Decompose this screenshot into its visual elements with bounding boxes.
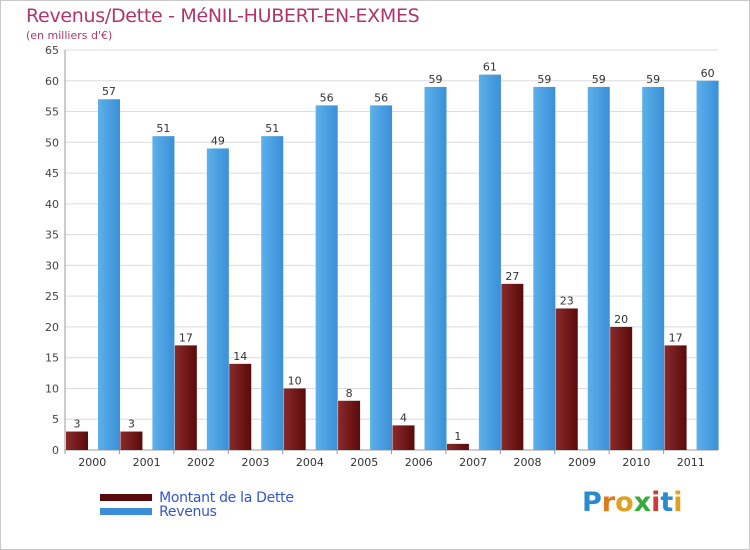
bar-dette xyxy=(392,425,415,450)
logo-letter: i xyxy=(651,487,661,518)
y-tick-label: 25 xyxy=(45,290,59,303)
data-label: 51 xyxy=(156,122,170,135)
bar-dette xyxy=(120,431,143,450)
data-label: 51 xyxy=(265,122,279,135)
x-tick-label: 2005 xyxy=(350,456,378,469)
x-tick-label: 2011 xyxy=(677,456,705,469)
y-tick-label: 60 xyxy=(45,75,59,88)
chart-subtitle: (en milliers d'€) xyxy=(26,29,113,42)
bar-revenus xyxy=(533,86,556,450)
bar-dette xyxy=(501,283,524,450)
data-label: 20 xyxy=(614,313,628,326)
data-label: 59 xyxy=(592,73,606,86)
legend-label-dette: Montant de la Dette xyxy=(159,489,294,506)
y-tick-label: 5 xyxy=(52,413,59,426)
bar-revenus xyxy=(152,136,175,450)
y-tick-label: 45 xyxy=(45,167,59,180)
bar-dette xyxy=(664,345,687,450)
logo-letter: P xyxy=(582,487,602,518)
logo-letter: r xyxy=(601,487,616,518)
y-tick-label: 30 xyxy=(45,259,59,272)
data-label: 59 xyxy=(537,73,551,86)
x-tick-label: 2006 xyxy=(405,456,433,469)
bar-revenus xyxy=(642,86,665,450)
data-label: 56 xyxy=(320,91,334,104)
y-tick-label: 0 xyxy=(52,444,59,457)
data-label: 14 xyxy=(233,350,247,363)
x-tick-label: 2000 xyxy=(78,456,106,469)
data-label: 3 xyxy=(74,418,81,431)
proxiti-logo: Proxiti xyxy=(582,487,683,518)
y-tick-label: 10 xyxy=(45,382,59,395)
data-label: 59 xyxy=(429,73,443,86)
data-label: 17 xyxy=(669,331,683,344)
data-label: 23 xyxy=(560,294,574,307)
bar-revenus xyxy=(424,86,447,450)
chart-title: Revenus/Dette - MéNIL-HUBERT-EN-EXMES xyxy=(26,5,420,27)
bar-revenus xyxy=(261,136,284,450)
y-tick-label: 15 xyxy=(45,352,59,365)
y-tick-label: 40 xyxy=(45,198,59,211)
data-label: 17 xyxy=(179,331,193,344)
data-label: 8 xyxy=(346,387,353,400)
logo-letter: t xyxy=(660,487,674,518)
x-tick-label: 2004 xyxy=(296,456,324,469)
x-tick-label: 2008 xyxy=(514,456,542,469)
legend-label-revenus: Revenus xyxy=(159,503,217,520)
x-tick-label: 2003 xyxy=(241,456,269,469)
data-label: 60 xyxy=(701,67,715,80)
x-tick-label: 2007 xyxy=(459,456,487,469)
y-tick-label: 65 xyxy=(45,44,59,57)
bar-dette xyxy=(446,443,469,450)
data-label: 4 xyxy=(400,411,407,424)
data-label: 57 xyxy=(102,85,116,98)
bar-dette xyxy=(66,431,88,450)
bar-revenus xyxy=(315,105,338,450)
legend-item-dette: Montant de la Dette xyxy=(100,487,294,506)
x-tick-label: 2001 xyxy=(133,456,161,469)
data-label: 3 xyxy=(128,418,135,431)
legend-swatch-dette xyxy=(100,494,152,501)
bar-revenus xyxy=(696,80,719,451)
logo-letter: i xyxy=(673,487,683,518)
y-tick-label: 35 xyxy=(45,229,59,242)
logo-letter: x xyxy=(633,487,652,518)
bar-dette xyxy=(174,345,197,450)
bar-revenus xyxy=(370,105,393,450)
bar-dette xyxy=(338,400,361,450)
bar-revenus xyxy=(587,86,610,450)
legend-swatch-revenus xyxy=(100,508,152,515)
x-tick-label: 2010 xyxy=(622,456,650,469)
data-label: 56 xyxy=(374,91,388,104)
data-label: 61 xyxy=(483,61,497,74)
bar-dette xyxy=(283,388,306,450)
bar-revenus xyxy=(478,74,501,450)
bar-dette xyxy=(610,326,633,450)
y-tick-label: 20 xyxy=(45,321,59,334)
bar-revenus xyxy=(98,99,120,450)
bar-dette xyxy=(229,363,252,450)
bar-dette xyxy=(555,308,578,450)
y-tick-label: 50 xyxy=(45,136,59,149)
data-label: 49 xyxy=(211,134,225,147)
data-label: 10 xyxy=(288,374,302,387)
data-label: 1 xyxy=(454,430,461,443)
data-label: 27 xyxy=(505,270,519,283)
legend-item-revenus: Revenus xyxy=(100,501,217,520)
bar-revenus xyxy=(206,148,229,450)
data-label: 59 xyxy=(646,73,660,86)
y-tick-label: 55 xyxy=(45,106,59,119)
x-tick-label: 2009 xyxy=(568,456,596,469)
x-tick-label: 2002 xyxy=(187,456,215,469)
logo-letter: o xyxy=(615,487,634,518)
